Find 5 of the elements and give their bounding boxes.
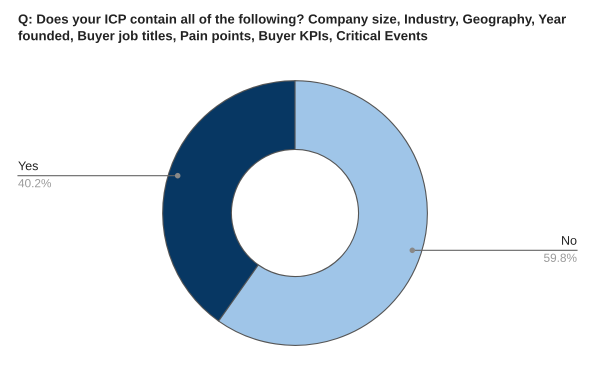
slice-label: No: [562, 236, 576, 245]
data-label: 40.2%: [18, 179, 52, 188]
slice-label: Yes: [18, 162, 38, 170]
data-label: 59.8%: [544, 254, 577, 262]
chart-title: Q: Does your ICP contain all of the following? Company size, Industry, Geography, Year founded, Buyer job titles, Pain points, Buyer KPIs, Critical Events: [18, 14, 566, 43]
